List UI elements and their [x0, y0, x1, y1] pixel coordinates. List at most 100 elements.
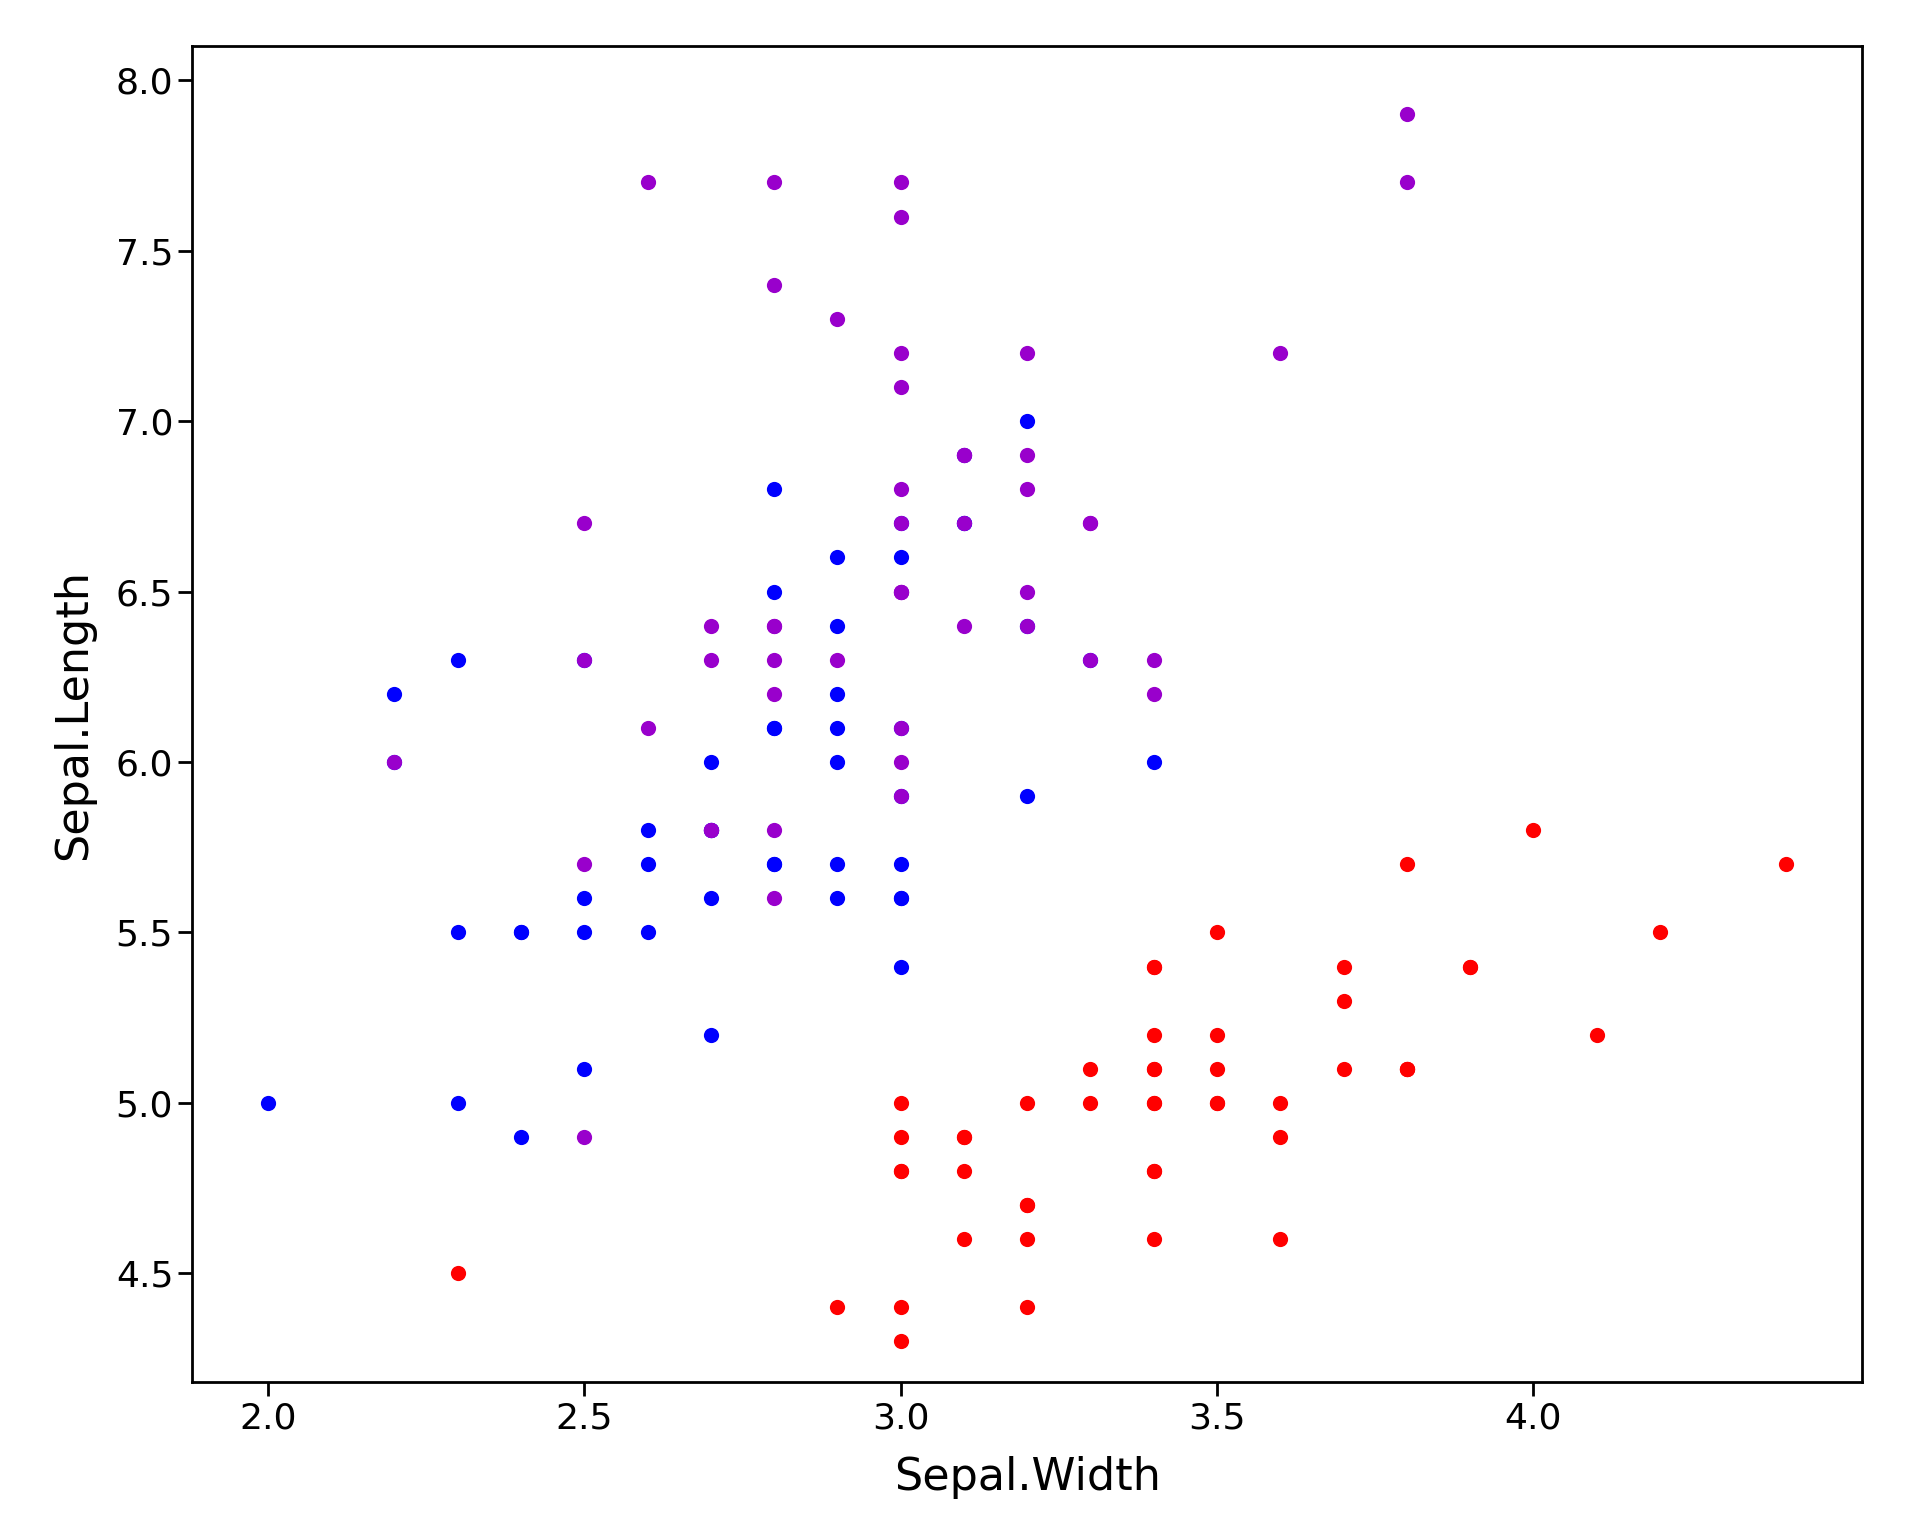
Point [1012, 1295, 1043, 1319]
Point [948, 442, 979, 467]
Point [1139, 954, 1169, 978]
Point [1582, 1023, 1613, 1048]
Point [885, 545, 916, 570]
Point [1139, 1057, 1169, 1081]
Point [758, 716, 789, 740]
Point [758, 716, 789, 740]
Point [1202, 1091, 1233, 1115]
Point [1012, 1227, 1043, 1252]
Point [1075, 1057, 1106, 1081]
Point [758, 682, 789, 707]
Point [1265, 1227, 1296, 1252]
Point [885, 341, 916, 366]
Point [632, 920, 662, 945]
Point [885, 170, 916, 195]
Point [1139, 1227, 1169, 1252]
Point [948, 511, 979, 536]
Point [948, 442, 979, 467]
Point [1012, 341, 1043, 366]
Point [1265, 1124, 1296, 1149]
Point [822, 613, 852, 637]
Point [1455, 954, 1486, 978]
Point [442, 1091, 472, 1115]
Point [885, 1295, 916, 1319]
Point [442, 647, 472, 671]
Point [1012, 442, 1043, 467]
Point [948, 1158, 979, 1183]
Point [505, 920, 536, 945]
Point [948, 511, 979, 536]
Point [1139, 647, 1169, 671]
Point [885, 579, 916, 604]
Point [1329, 954, 1359, 978]
Point [1202, 1091, 1233, 1115]
Point [758, 272, 789, 296]
Point [568, 511, 599, 536]
Point [885, 1329, 916, 1353]
Point [695, 750, 726, 774]
Point [822, 682, 852, 707]
Point [1012, 1193, 1043, 1218]
Point [568, 886, 599, 911]
Point [885, 204, 916, 229]
Point [568, 920, 599, 945]
Point [378, 750, 409, 774]
Point [948, 511, 979, 536]
Point [1139, 1023, 1169, 1048]
Point [1329, 1057, 1359, 1081]
Point [1139, 954, 1169, 978]
Point [948, 613, 979, 637]
Point [695, 817, 726, 842]
Point [758, 886, 789, 911]
Point [885, 783, 916, 808]
Point [253, 1091, 284, 1115]
Point [442, 920, 472, 945]
Point [1202, 1057, 1233, 1081]
Point [885, 478, 916, 502]
Point [632, 852, 662, 877]
Point [885, 716, 916, 740]
Point [695, 613, 726, 637]
Point [885, 1091, 916, 1115]
Point [758, 613, 789, 637]
Point [948, 1124, 979, 1149]
Point [632, 817, 662, 842]
Point [1139, 1057, 1169, 1081]
Point [822, 1295, 852, 1319]
Point [822, 716, 852, 740]
Point [885, 852, 916, 877]
Point [1075, 1091, 1106, 1115]
Point [1139, 1158, 1169, 1183]
Point [1392, 852, 1423, 877]
Point [758, 647, 789, 671]
Point [822, 545, 852, 570]
Point [1392, 101, 1423, 126]
Point [1519, 817, 1549, 842]
Point [885, 1158, 916, 1183]
Point [1139, 750, 1169, 774]
Point [758, 817, 789, 842]
Point [1202, 1023, 1233, 1048]
Point [378, 750, 409, 774]
Point [1012, 1091, 1043, 1115]
Point [568, 647, 599, 671]
Point [758, 170, 789, 195]
Point [568, 1124, 599, 1149]
Point [1139, 1158, 1169, 1183]
Point [885, 511, 916, 536]
Point [885, 1158, 916, 1183]
Point [1075, 647, 1106, 671]
Point [1392, 1057, 1423, 1081]
Point [1075, 647, 1106, 671]
Point [758, 579, 789, 604]
Point [695, 886, 726, 911]
Y-axis label: Sepal.Length: Sepal.Length [52, 568, 94, 860]
Point [885, 750, 916, 774]
Point [822, 307, 852, 332]
Point [695, 817, 726, 842]
Point [568, 852, 599, 877]
Point [1265, 341, 1296, 366]
Point [1012, 613, 1043, 637]
Point [885, 886, 916, 911]
Point [885, 1124, 916, 1149]
